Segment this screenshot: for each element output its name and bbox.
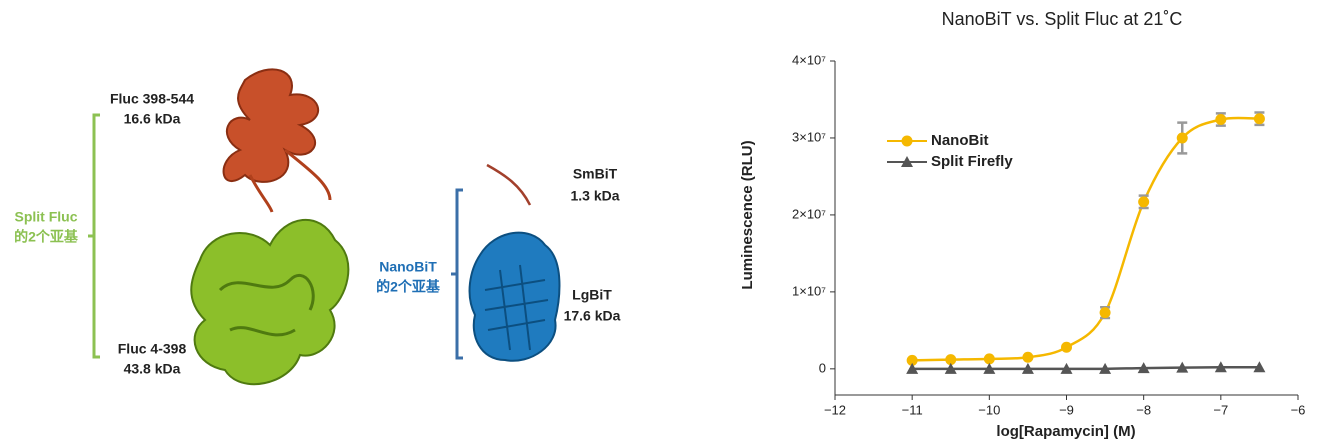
series-line <box>912 366 1260 371</box>
label: LgBiT <box>572 287 612 303</box>
data-point <box>1215 113 1227 125</box>
data-point <box>1176 361 1189 373</box>
label: NanoBiT <box>379 259 437 275</box>
label: 43.8 kDa <box>124 361 181 377</box>
label: SmBiT <box>573 166 618 182</box>
chart-title: NanoBiT vs. Split Fluc at 21˚C <box>942 9 1183 29</box>
y-tick-label: 0 <box>819 360 826 375</box>
x-tick-label: −11 <box>902 402 923 417</box>
data-point <box>1099 362 1112 374</box>
x-tick-label: −10 <box>978 402 1000 417</box>
y-tick-label: 2×10⁷ <box>792 206 826 221</box>
x-tick-label: −12 <box>824 402 846 417</box>
data-point <box>906 362 919 374</box>
label: Fluc 4-398 <box>118 341 187 357</box>
y-axis-label: Luminescence (RLU) <box>739 140 756 289</box>
protein-art <box>88 68 561 386</box>
label: 的2个亚基 <box>14 229 79 245</box>
label: Fluc 398-544 <box>110 91 194 107</box>
data-point <box>1060 362 1073 374</box>
label: 1.3 kDa <box>570 188 619 204</box>
data-point <box>945 354 957 366</box>
y-tick-label: 1×10⁷ <box>792 283 826 298</box>
data-point <box>1253 113 1265 125</box>
x-tick-label: −8 <box>1136 402 1151 417</box>
label: 16.6 kDa <box>124 111 181 127</box>
data-point <box>1137 362 1150 374</box>
label: 17.6 kDa <box>564 308 621 324</box>
legend-marker <box>901 135 913 147</box>
legend-label: NanoBit <box>931 132 989 149</box>
data-point <box>1021 362 1034 374</box>
data-point <box>1138 196 1150 208</box>
x-axis-label: log[Rapamycin] (M) <box>996 423 1135 440</box>
data-point <box>1176 132 1188 144</box>
data-point <box>906 354 918 366</box>
data-point <box>1022 351 1034 363</box>
data-point <box>944 362 957 374</box>
legend-marker <box>901 156 913 167</box>
label: Split Fluc <box>15 209 78 225</box>
label: 的2个亚基 <box>376 279 441 295</box>
x-tick-label: −7 <box>1213 402 1228 417</box>
data-point <box>1253 361 1266 373</box>
data-point <box>1099 307 1111 319</box>
y-tick-label: 3×10⁷ <box>792 129 826 144</box>
data-point <box>983 353 995 365</box>
data-point <box>1061 341 1072 353</box>
data-point <box>983 362 996 374</box>
data-point <box>1214 361 1227 373</box>
x-tick-label: −9 <box>1059 402 1074 417</box>
legend-label: Split Firefly <box>931 153 1013 170</box>
series-line <box>912 116 1260 362</box>
x-tick-label: −6 <box>1291 402 1306 417</box>
y-tick-label: 4×10⁷ <box>792 52 826 67</box>
